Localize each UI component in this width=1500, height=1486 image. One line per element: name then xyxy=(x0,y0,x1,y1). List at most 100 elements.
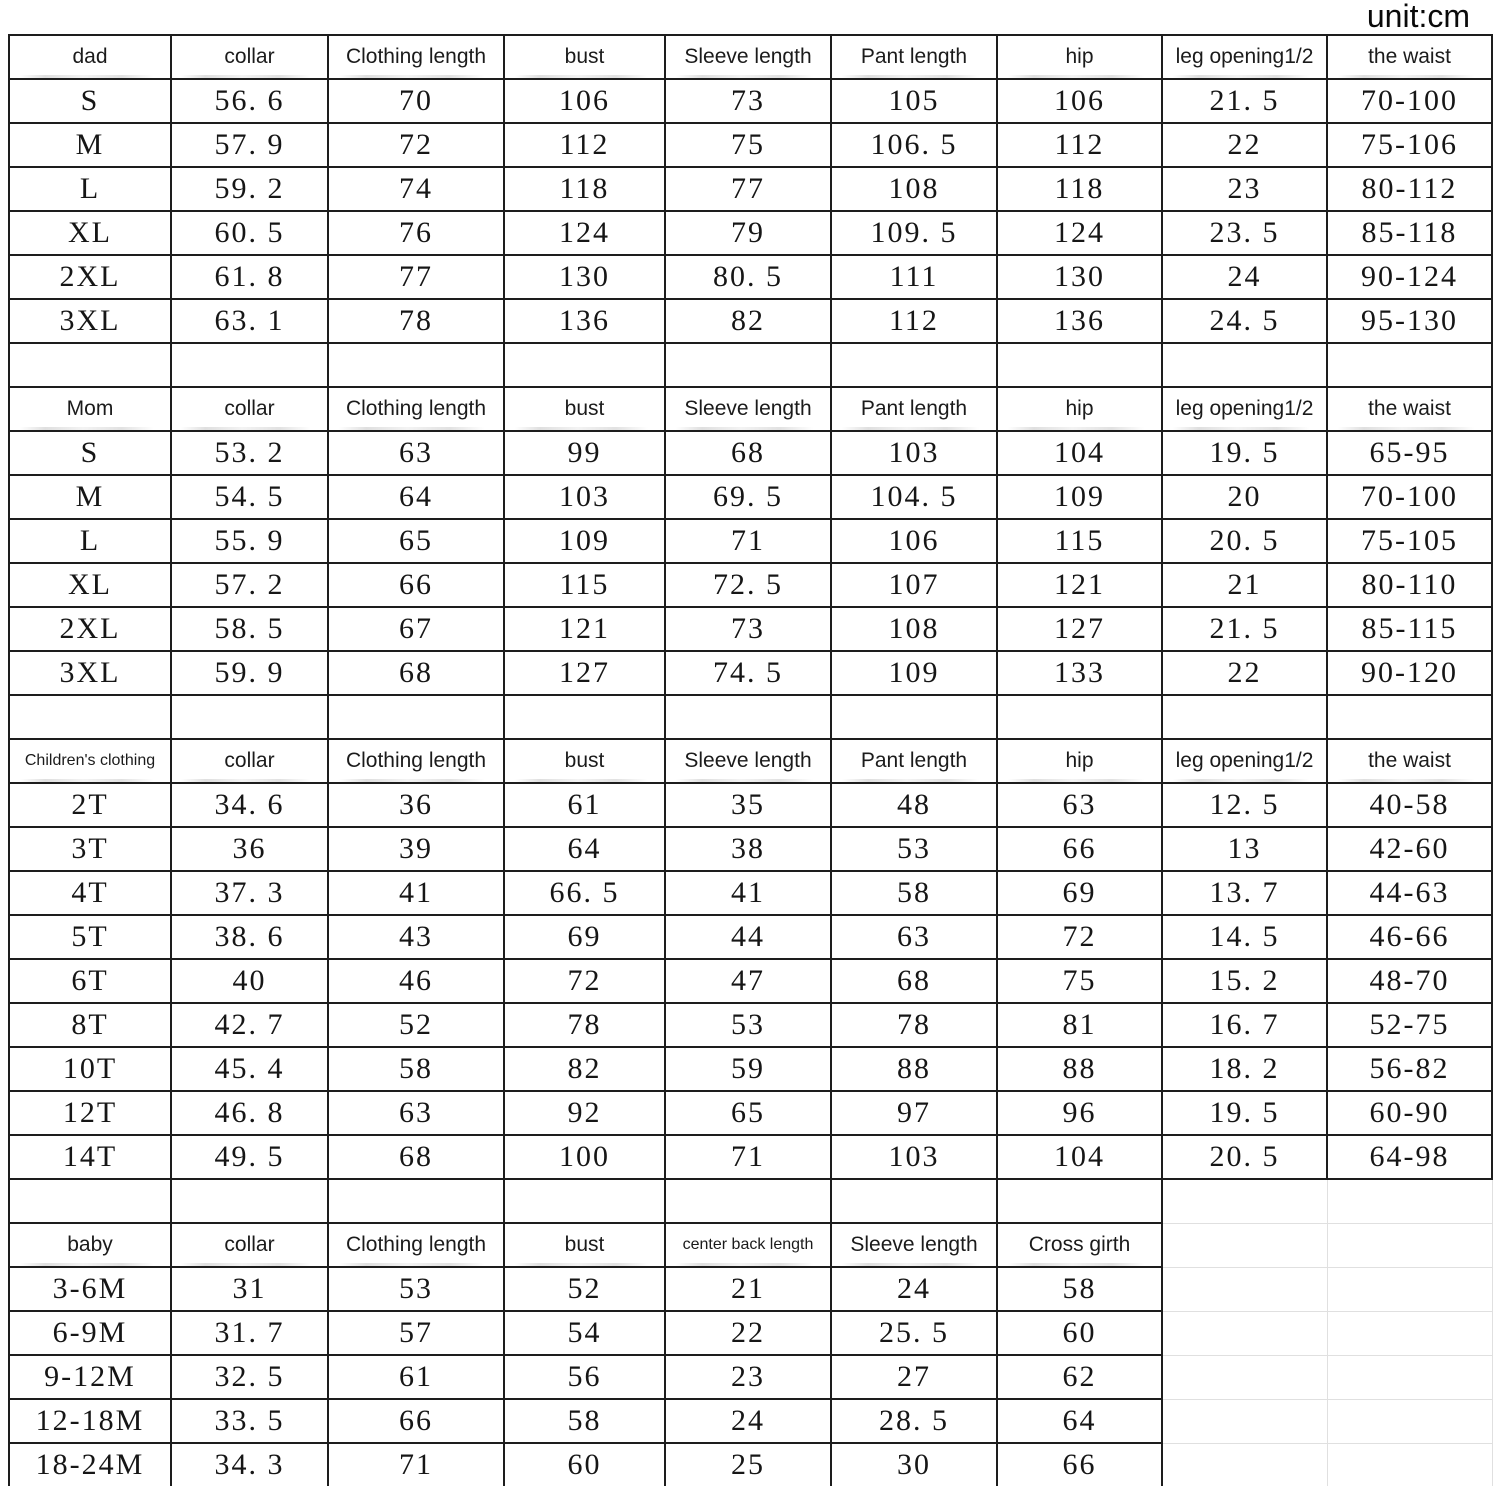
value-cell: 47 xyxy=(664,958,832,1004)
value-cell: 43 xyxy=(327,914,505,960)
value-cell: 70-100 xyxy=(1326,78,1493,124)
value-cell: 60. 5 xyxy=(170,210,329,256)
header-row: Children's clothing collar Clothing length… xyxy=(8,738,1493,784)
value-cell: 34. 3 xyxy=(170,1442,329,1486)
column-header-cell: Sleeve length xyxy=(664,34,832,80)
value-cell: 14. 5 xyxy=(1161,914,1328,960)
data-row: 2XL 61. 8 77 130 80. 5 111 130 24 90-124 xyxy=(8,254,1493,300)
data-row: 4T 37. 3 41 66. 5 41 58 69 13. 7 44-63 xyxy=(8,870,1493,916)
value-cell: 39 xyxy=(327,826,505,872)
data-row: 14T 49. 5 68 100 71 103 104 20. 5 64-98 xyxy=(8,1134,1493,1180)
row-label-cell: 6T xyxy=(8,958,172,1004)
value-cell: 63 xyxy=(996,782,1163,828)
row-label-cell: 3XL xyxy=(8,650,172,696)
row-label-cell: L xyxy=(8,518,172,564)
value-cell: 58. 5 xyxy=(170,606,329,652)
value-cell: 52 xyxy=(327,1002,505,1048)
value-cell: 42. 7 xyxy=(170,1002,329,1048)
value-cell: 78 xyxy=(327,298,505,344)
spacer-cell xyxy=(327,1178,505,1224)
section-dad: dad collar Clothing length bust Sleeve lengt… xyxy=(8,34,1493,388)
value-cell: 71 xyxy=(327,1442,505,1486)
value-cell: 15. 2 xyxy=(1161,958,1328,1004)
empty-cell xyxy=(1161,1178,1328,1224)
value-cell: 75 xyxy=(664,122,832,168)
column-header-cell: collar xyxy=(170,738,329,784)
data-row: L 55. 9 65 109 71 106 115 20. 5 75-105 xyxy=(8,518,1493,564)
value-cell: 48 xyxy=(830,782,998,828)
value-cell: 20. 5 xyxy=(1161,518,1328,564)
value-cell: 73 xyxy=(664,606,832,652)
value-cell: 69 xyxy=(503,914,666,960)
column-header-cell: Clothing length xyxy=(327,386,505,432)
data-row: 3XL 59. 9 68 127 74. 5 109 133 22 90-120 xyxy=(8,650,1493,696)
empty-cell xyxy=(1161,1266,1328,1312)
value-cell: 63. 1 xyxy=(170,298,329,344)
value-cell: 82 xyxy=(664,298,832,344)
value-cell: 112 xyxy=(503,122,666,168)
value-cell: 36 xyxy=(327,782,505,828)
value-cell: 44-63 xyxy=(1326,870,1493,916)
value-cell: 53 xyxy=(830,826,998,872)
value-cell: 78 xyxy=(830,1002,998,1048)
value-cell: 60 xyxy=(503,1442,666,1486)
column-header-cell: the waist xyxy=(1326,386,1493,432)
value-cell: 72. 5 xyxy=(664,562,832,608)
value-cell: 103 xyxy=(503,474,666,520)
value-cell: 79 xyxy=(664,210,832,256)
column-header-cell: hip xyxy=(996,738,1163,784)
group-label-cell: baby xyxy=(8,1222,172,1268)
value-cell: 24 xyxy=(1161,254,1328,300)
data-row: M 54. 5 64 103 69. 5 104. 5 109 20 70-100 xyxy=(8,474,1493,520)
value-cell: 19. 5 xyxy=(1161,430,1328,476)
value-cell: 57. 2 xyxy=(170,562,329,608)
value-cell: 72 xyxy=(503,958,666,1004)
value-cell: 28. 5 xyxy=(830,1398,998,1444)
column-header-cell: collar xyxy=(170,34,329,80)
header-row: dad collar Clothing length bust Sleeve lengt… xyxy=(8,34,1493,80)
value-cell: 56 xyxy=(503,1354,666,1400)
row-label-cell: 12T xyxy=(8,1090,172,1136)
data-row: S 56. 6 70 106 73 105 106 21. 5 70-100 xyxy=(8,78,1493,124)
value-cell: 57 xyxy=(327,1310,505,1356)
value-cell: 73 xyxy=(664,78,832,124)
value-cell: 52-75 xyxy=(1326,1002,1493,1048)
value-cell: 21 xyxy=(1161,562,1328,608)
value-cell: 103 xyxy=(830,1134,998,1180)
value-cell: 52 xyxy=(503,1266,666,1312)
value-cell: 112 xyxy=(830,298,998,344)
value-cell: 121 xyxy=(503,606,666,652)
column-header-cell: Sleeve length xyxy=(664,386,832,432)
empty-cell xyxy=(1326,1310,1493,1356)
value-cell: 21 xyxy=(664,1266,832,1312)
value-cell: 118 xyxy=(996,166,1163,212)
value-cell: 34. 6 xyxy=(170,782,329,828)
value-cell: 80. 5 xyxy=(664,254,832,300)
row-label-cell: 8T xyxy=(8,1002,172,1048)
empty-cell xyxy=(1161,1310,1328,1356)
column-header-cell: leg opening1/2 xyxy=(1161,34,1328,80)
value-cell: 41 xyxy=(664,870,832,916)
spacer-cell xyxy=(830,694,998,740)
data-row: 2XL 58. 5 67 121 73 108 127 21. 5 85-115 xyxy=(8,606,1493,652)
value-cell: 95-130 xyxy=(1326,298,1493,344)
value-cell: 21. 5 xyxy=(1161,78,1328,124)
value-cell: 68 xyxy=(830,958,998,1004)
value-cell: 45. 4 xyxy=(170,1046,329,1092)
empty-cell xyxy=(1326,1398,1493,1444)
row-label-cell: 12-18M xyxy=(8,1398,172,1444)
value-cell: 68 xyxy=(327,1134,505,1180)
empty-cell xyxy=(1326,1222,1493,1268)
value-cell: 72 xyxy=(327,122,505,168)
value-cell: 35 xyxy=(664,782,832,828)
value-cell: 59. 9 xyxy=(170,650,329,696)
value-cell: 63 xyxy=(327,1090,505,1136)
column-header-cell: collar xyxy=(170,386,329,432)
column-header-cell: hip xyxy=(996,386,1163,432)
empty-cell xyxy=(1326,1354,1493,1400)
value-cell: 44 xyxy=(664,914,832,960)
value-cell: 69. 5 xyxy=(664,474,832,520)
data-row: 12T 46. 8 63 92 65 97 96 19. 5 60-90 xyxy=(8,1090,1493,1136)
data-row: 2T 34. 6 36 61 35 48 63 12. 5 40-58 xyxy=(8,782,1493,828)
row-label-cell: 5T xyxy=(8,914,172,960)
